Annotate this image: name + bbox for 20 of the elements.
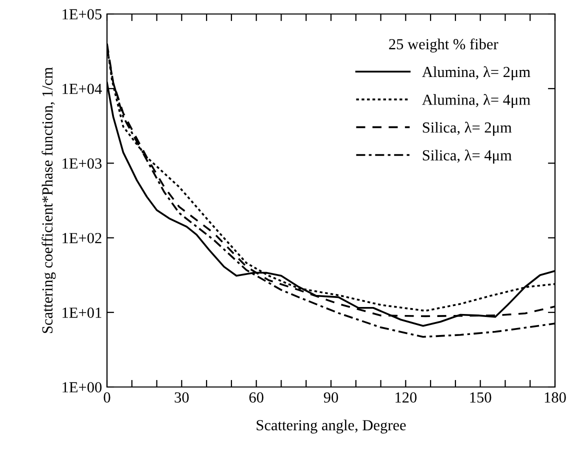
legend-label: Alumina, λ= 2μm bbox=[422, 66, 530, 80]
x-tick-label: 120 bbox=[396, 392, 417, 403]
x-tick-label: 90 bbox=[324, 392, 338, 403]
y-tick-label: 1E+03 bbox=[62, 158, 102, 169]
x-tick-label: 60 bbox=[249, 392, 264, 403]
y-axis-title: Scattering coefficient*Phase function, 1/cm bbox=[42, 67, 56, 333]
y-tick-label: 1E+01 bbox=[62, 308, 102, 318]
x-axis-title: Scattering angle, Degree bbox=[256, 420, 406, 434]
y-tick-label: 1E+02 bbox=[62, 232, 102, 244]
legend-label: Silica, λ= 2μm bbox=[422, 122, 512, 136]
legend-label: Alumina, λ= 4μm bbox=[422, 94, 530, 108]
x-tick-label: 30 bbox=[174, 392, 189, 403]
legend-label: Silica, λ= 4μm bbox=[422, 150, 512, 164]
x-tick-label: 0 bbox=[104, 392, 110, 403]
y-tick-label: 1E+05 bbox=[62, 9, 102, 20]
y-tick-label: 1E+00 bbox=[62, 382, 102, 392]
legend-title: 25 weight % fiber bbox=[389, 38, 498, 52]
y-tick-label: 1E+04 bbox=[62, 84, 102, 94]
x-tick-label: 180 bbox=[544, 392, 566, 403]
x-tick-label: 150 bbox=[470, 392, 492, 403]
